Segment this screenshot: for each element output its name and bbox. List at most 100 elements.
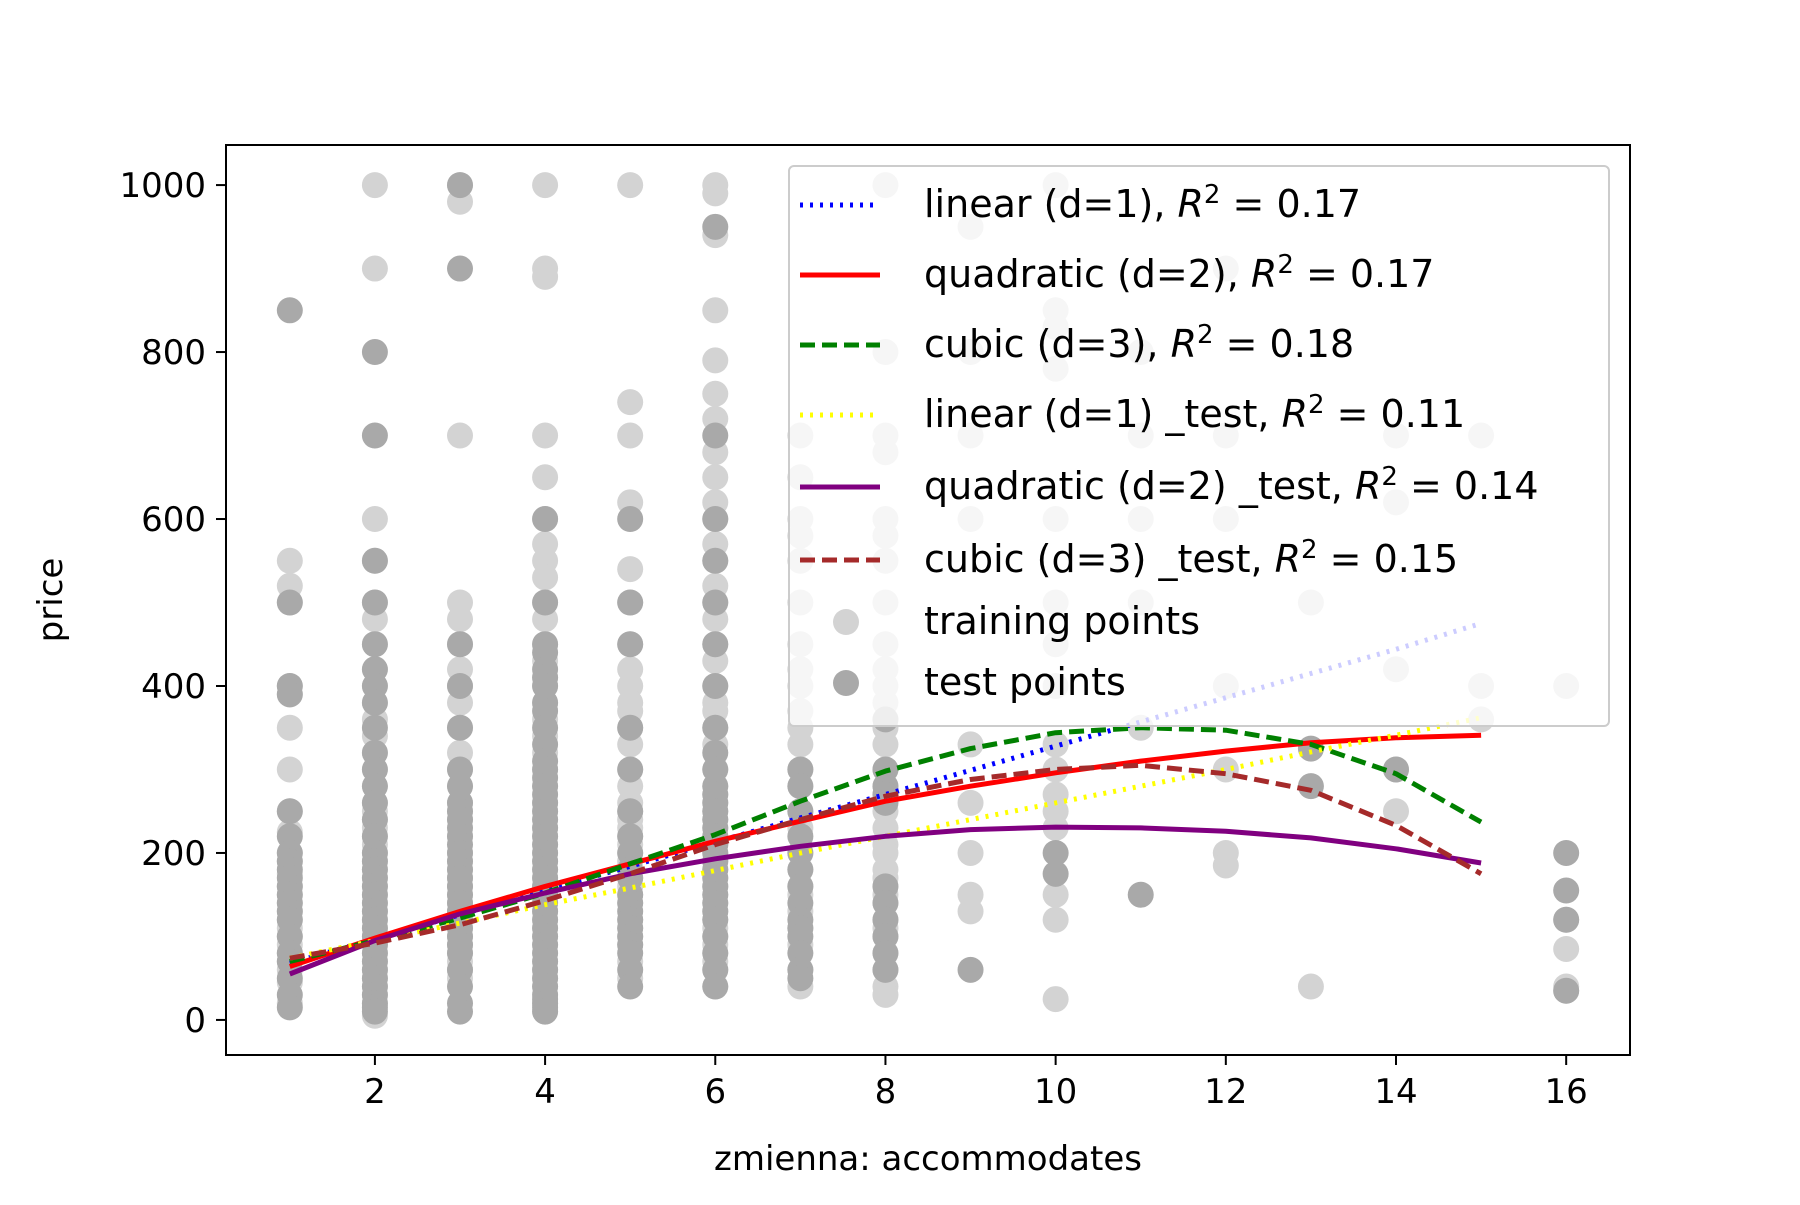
training-point bbox=[1042, 906, 1069, 933]
training-point bbox=[276, 714, 303, 741]
test-point bbox=[361, 339, 388, 366]
legend-label: cubic (d=3) _test, R2 = 0.15 bbox=[924, 535, 1458, 581]
training-point bbox=[447, 606, 473, 633]
test-point bbox=[702, 506, 729, 533]
test-point bbox=[447, 631, 473, 658]
legend-label: cubic (d=3), R2 = 0.18 bbox=[924, 320, 1354, 366]
test-point bbox=[702, 672, 729, 699]
training-point bbox=[872, 731, 899, 758]
training-point bbox=[1042, 731, 1069, 758]
y-tick-label: 1000 bbox=[119, 166, 206, 206]
x-axis-ticks: 2 4 6 8 10 12 14 16 bbox=[364, 1055, 1588, 1112]
training-point bbox=[617, 422, 644, 449]
training-point bbox=[702, 464, 729, 491]
y-axis-label: price bbox=[31, 558, 71, 643]
test-point bbox=[617, 798, 644, 825]
x-tick-label: 16 bbox=[1545, 1072, 1588, 1112]
training-point bbox=[702, 297, 729, 324]
training-point bbox=[532, 263, 559, 290]
training-point bbox=[702, 347, 729, 374]
test-point bbox=[872, 956, 899, 983]
test-point bbox=[1553, 906, 1580, 933]
training-point bbox=[276, 547, 303, 574]
legend-label: quadratic (d=2) _test, R2 = 0.14 bbox=[924, 462, 1539, 508]
test-point bbox=[447, 714, 473, 741]
test-point bbox=[1042, 839, 1069, 866]
test-point bbox=[276, 681, 303, 708]
training-point bbox=[447, 422, 473, 449]
training-point bbox=[872, 981, 899, 1008]
training-point bbox=[617, 389, 644, 416]
training-point bbox=[361, 506, 388, 533]
test-point bbox=[361, 689, 388, 716]
test-point bbox=[702, 973, 729, 1000]
y-tick-label: 400 bbox=[141, 667, 206, 707]
test-point bbox=[702, 714, 729, 741]
legend-label: quadratic (d=2), R2 = 0.17 bbox=[924, 250, 1434, 296]
test-point bbox=[702, 589, 729, 616]
plot-area-frame bbox=[225, 144, 1631, 1056]
training-point bbox=[957, 731, 984, 758]
test-point bbox=[1553, 877, 1580, 904]
training-point bbox=[1042, 881, 1069, 908]
test-point bbox=[617, 589, 644, 616]
training-point bbox=[702, 180, 729, 207]
test-point bbox=[702, 422, 729, 449]
legend-label: training points bbox=[924, 599, 1200, 643]
test-point bbox=[276, 798, 303, 825]
test-point bbox=[447, 998, 473, 1025]
legend-swatch-training-points bbox=[833, 609, 859, 635]
test-point bbox=[361, 547, 388, 574]
training-point bbox=[702, 380, 729, 407]
x-tick-label: 6 bbox=[704, 1072, 726, 1112]
test-point bbox=[617, 714, 644, 741]
test-point bbox=[532, 998, 559, 1025]
y-axis-ticks: 0 200 400 600 800 1000 bbox=[119, 166, 226, 1041]
test-point bbox=[617, 631, 644, 658]
test-point bbox=[787, 773, 814, 800]
test-point bbox=[276, 994, 303, 1021]
training-point bbox=[361, 255, 388, 282]
training-point bbox=[532, 464, 559, 491]
x-tick-label: 14 bbox=[1374, 1072, 1417, 1112]
test-point bbox=[702, 631, 729, 658]
test-point bbox=[1042, 860, 1069, 887]
training-point bbox=[957, 789, 984, 816]
test-point bbox=[957, 956, 984, 983]
x-tick-label: 12 bbox=[1204, 1072, 1247, 1112]
test-point bbox=[617, 973, 644, 1000]
training-point bbox=[361, 172, 388, 199]
test-point bbox=[532, 589, 559, 616]
fit-line-cubic bbox=[289, 725, 1483, 964]
training-point bbox=[276, 756, 303, 783]
training-point bbox=[617, 172, 644, 199]
fit-line-quadratic-test bbox=[288, 824, 1482, 977]
test-point bbox=[276, 589, 303, 616]
training-point bbox=[532, 422, 559, 449]
test-point bbox=[361, 589, 388, 616]
test-point bbox=[617, 756, 644, 783]
legend: linear (d=1), R2 = 0.17 quadratic (d=2), … bbox=[788, 165, 1610, 727]
fit-line-quadratic bbox=[289, 732, 1482, 969]
test-point bbox=[532, 506, 559, 533]
test-point bbox=[787, 965, 814, 992]
training-point bbox=[1297, 973, 1324, 1000]
x-axis-label: zmienna: accommodates bbox=[714, 1139, 1142, 1179]
training-point bbox=[1042, 986, 1069, 1013]
scatter-layer bbox=[276, 172, 1580, 1029]
training-point bbox=[1553, 935, 1580, 962]
test-point bbox=[361, 631, 388, 658]
x-tick-label: 10 bbox=[1034, 1072, 1077, 1112]
test-point bbox=[702, 213, 729, 240]
test-point bbox=[617, 506, 644, 533]
training-point bbox=[787, 731, 814, 758]
test-point bbox=[1553, 977, 1580, 1004]
test-point bbox=[447, 672, 473, 699]
training-point bbox=[532, 564, 559, 591]
legend-label: linear (d=1), R2 = 0.17 bbox=[924, 180, 1361, 226]
legend-label: test points bbox=[924, 660, 1126, 704]
test-point bbox=[1127, 881, 1154, 908]
legend-box bbox=[788, 165, 1610, 727]
training-point bbox=[617, 556, 644, 583]
